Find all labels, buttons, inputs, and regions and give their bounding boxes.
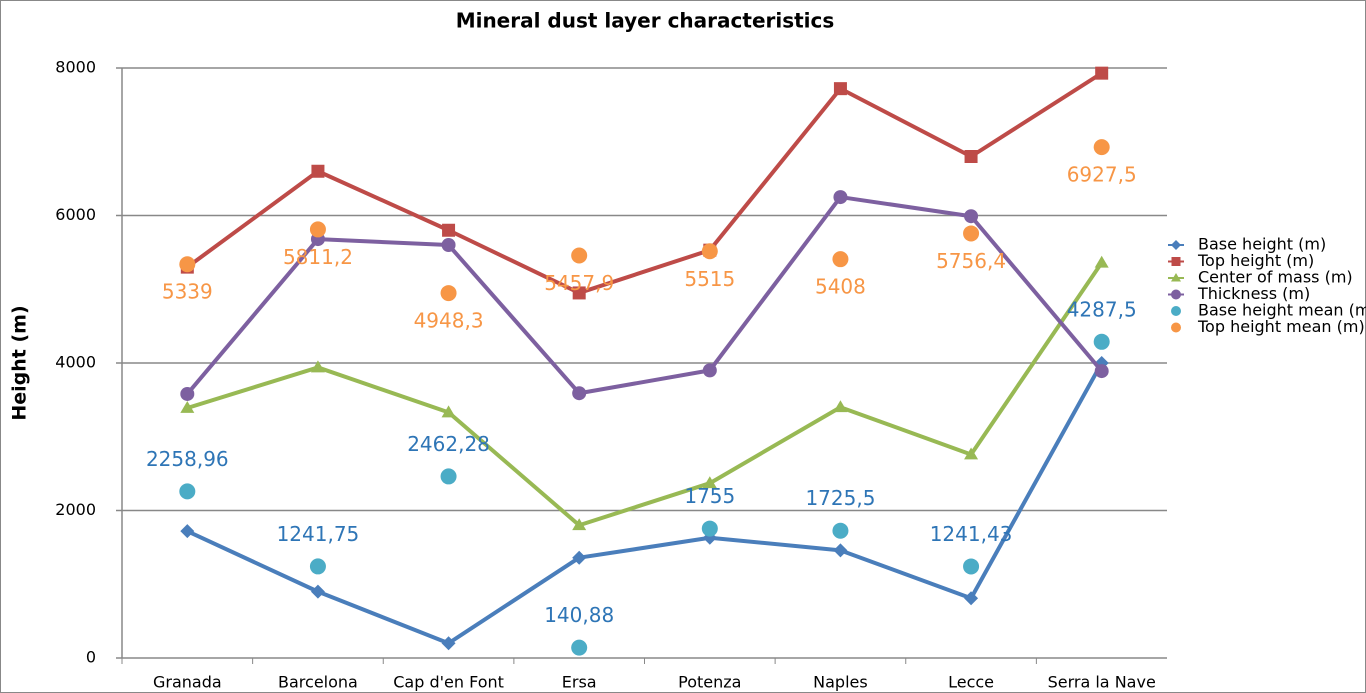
marker [571,247,588,264]
marker [701,520,718,537]
x-tick-label: Lecce [948,673,994,692]
marker [310,360,325,373]
data-label: 6927,5 [1067,163,1137,187]
marker [964,447,979,460]
y-tick-label: 6000 [55,205,96,224]
data-label: 5408 [815,275,866,299]
marker [572,518,587,531]
marker [440,468,457,485]
legend-label: Top height mean (m) [1197,317,1365,336]
x-tick-label: Barcelona [278,673,358,692]
marker [572,386,587,401]
marker [1171,322,1181,333]
legend-label: Thickness (m) [1197,284,1310,303]
data-label: 1755 [684,484,735,508]
marker [442,223,456,237]
y-axis-label: Height (m) [9,305,31,420]
marker [833,400,848,413]
marker [963,558,980,575]
x-tick-label: Naples [813,673,868,692]
marker [964,591,979,606]
marker [964,150,978,163]
marker [1094,255,1109,268]
marker [310,584,325,599]
marker [964,209,979,224]
y-tick-label: 8000 [55,58,96,77]
marker [1093,333,1110,350]
data-label: 5756,4 [936,249,1006,273]
data-label: 140,88 [544,603,614,627]
x-tick-label: Cap d'en Font [393,673,504,692]
data-label: 5339 [162,280,213,304]
marker [1095,66,1109,80]
marker [571,639,588,656]
marker [309,558,326,575]
marker [832,251,849,268]
marker [180,400,195,413]
marker [702,476,717,489]
data-label: 2258,96 [146,447,229,471]
marker [702,363,717,378]
marker [311,164,325,178]
marker [441,405,456,418]
data-label: 4948,3 [414,309,484,333]
marker [832,522,849,539]
marker [833,543,848,558]
marker [1093,139,1110,156]
series-line [186,362,1104,646]
marker [441,238,456,252]
marker [180,386,195,401]
data-label: 5811,2 [283,245,353,269]
marker [1094,364,1109,379]
data-label: 4287,5 [1067,297,1137,321]
marker [309,221,326,238]
x-tick-label: Potenza [678,673,741,692]
y-tick-label: 0 [86,648,96,667]
marker [572,550,587,565]
chart-title: Mineral dust layer characteristics [456,9,835,33]
data-label: 5515 [684,267,735,291]
x-tick-label: Granada [153,673,222,692]
marker [179,256,196,273]
data-label: 1241,43 [930,522,1013,546]
marker [440,285,457,302]
marker [963,225,980,242]
legend-label: Base height (m) [1198,235,1326,254]
marker [833,82,847,96]
data-label: 5457,9 [544,271,614,295]
data-label: 2462,28 [407,432,490,456]
legend-label: Base height mean (m) [1198,301,1366,320]
series-line [186,261,1104,528]
data-label: 1725,5 [805,486,875,510]
y-tick-label: 4000 [55,353,96,372]
legend-label: Top height (m) [1197,251,1314,270]
marker [1171,306,1181,316]
y-tick-label: 2000 [55,500,96,519]
marker [441,636,456,651]
x-tick-label: Ersa [562,673,597,692]
series-line [185,195,1104,396]
marker [179,483,196,500]
legend-label: Center of mass (m) [1198,268,1353,287]
x-tick-label: Serra la Nave [1048,673,1156,692]
series-line [186,71,1103,295]
marker [572,286,586,300]
marker [180,524,195,539]
data-label: 1241,75 [277,522,360,546]
marker [701,243,718,260]
marker [833,190,848,205]
